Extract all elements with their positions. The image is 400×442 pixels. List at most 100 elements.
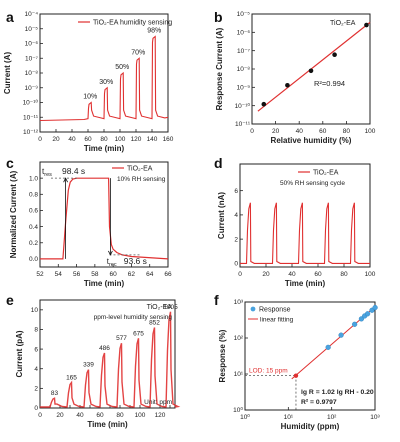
y-tick-label: 0.2: [29, 240, 38, 247]
lod-label: LOD: 15 ppm: [249, 368, 288, 375]
y-tick-label: 10⁻⁸: [237, 66, 251, 73]
x-tick-label: 10⁰: [240, 413, 250, 421]
legend-text: TiO₂-EA humidity sensing: [93, 20, 172, 27]
x-tick-label: 20: [262, 271, 270, 278]
x-tick-label: 40: [296, 128, 304, 135]
panel-d: 0 20 40 60 80 100 0 2 4 6 Time (min) Current (nA) Ti…: [217, 163, 376, 288]
y-tick-label: 10⁻⁷: [237, 48, 251, 55]
y-tick-label: 10⁻¹⁰: [235, 102, 251, 110]
fit-r2: R² = 0.9797: [301, 399, 337, 406]
y-axis-label: Response (%): [218, 329, 227, 382]
y-axis-label: Current (A): [3, 52, 12, 95]
y-tick-label: 0: [234, 261, 238, 268]
y-tick-label: 0.6: [29, 208, 38, 215]
series-line: [40, 177, 169, 260]
x-axis-label: Time (min): [87, 420, 128, 429]
data-point: [325, 344, 331, 350]
lod-point: [293, 373, 299, 378]
y-tick-label: 10⁻⁵: [25, 26, 39, 33]
peak-label: 83: [51, 390, 59, 397]
fit-equation: lg R = 1.02 lg RH - 0.20: [301, 389, 374, 396]
legend-text: TiO₂-EA: [127, 166, 153, 173]
panel-label: e: [6, 292, 14, 308]
x-tick-label: 80: [100, 136, 108, 143]
y-tick-label: 2: [234, 236, 238, 243]
x-tick-label: 0: [250, 128, 254, 135]
peak-label: 70%: [131, 49, 145, 56]
y-tick-label: 6: [234, 188, 238, 195]
x-tick-label: 10³: [370, 414, 380, 421]
t-rec-value: 93.6 s: [124, 256, 147, 266]
plot-frame: [244, 301, 376, 411]
y-tick-label: 4: [234, 212, 238, 219]
panel-e: 0 20 40 60 80 100 120 0 2 4 6 8 10 Time (min) Current …: [15, 299, 181, 429]
t-res-value: 98.4 s: [62, 166, 85, 176]
x-tick-label: 54: [55, 271, 63, 278]
y-tick-label: 10⁻⁸: [25, 70, 39, 77]
data-point: [285, 82, 290, 88]
x-tick-label: 60: [110, 271, 118, 278]
y-tick-label: 0.4: [29, 224, 38, 231]
legend-text: TiO₂-EA: [313, 170, 339, 177]
x-tick-label: 56: [73, 271, 81, 278]
x-tick-label: 10¹: [284, 414, 294, 421]
y-tick-label: 1.0: [29, 175, 38, 182]
x-tick-label: 10²: [327, 414, 337, 421]
x-tick-label: 40: [288, 271, 296, 278]
y-axis-label: Response Current (A): [215, 27, 224, 110]
x-tick-label: 66: [164, 271, 172, 278]
y-tick-label: 10⁻⁶: [25, 41, 39, 48]
x-tick-label: 100: [365, 271, 376, 278]
peak-label: 577: [116, 335, 127, 342]
peak-label: 10%: [83, 94, 97, 101]
x-tick-label: 64: [146, 271, 154, 278]
y-axis-label: Current (pA): [15, 330, 24, 377]
y-axis-label: Normalized Current (A): [9, 170, 18, 258]
data-point: [364, 22, 369, 28]
panel-c: 52 54 56 58 60 62 64 66 0.0 0.2 0.4 0.6 0.8 1.0 Time (…: [9, 161, 172, 288]
data-point: [338, 332, 344, 338]
x-tick-label: 160: [163, 136, 174, 143]
y-tick-label: 10⁻¹¹: [23, 114, 39, 121]
peak-label: 486: [99, 345, 110, 352]
fit-line: [257, 21, 371, 112]
r2-annotation: R²=0.994: [314, 79, 345, 88]
y-tick-label: 10⁰: [233, 406, 243, 414]
y-tick-label: 10⁻⁴: [25, 11, 39, 18]
x-axis-label: Time (min): [285, 279, 326, 288]
t-res-sub: res: [44, 172, 52, 178]
peak-label: 1005: [163, 304, 178, 311]
legend-text: linear fitting: [260, 317, 294, 324]
panel-label: d: [214, 155, 223, 171]
series-line: [240, 202, 370, 264]
peak-label: 852: [149, 319, 160, 326]
x-tick-label: 80: [340, 271, 348, 278]
y-tick-label: 10¹: [234, 371, 244, 378]
x-tick-label: 20: [56, 412, 64, 419]
peak-label: 98%: [147, 27, 161, 34]
panel-label: f: [214, 292, 219, 308]
panel-label: b: [214, 9, 223, 25]
x-tick-label: 100: [115, 136, 126, 143]
panel-label: a: [6, 9, 14, 25]
x-axis-label: Humidity (ppm): [281, 422, 340, 431]
panel-a: 0 20 40 60 80 100 120 140 160 10⁻¹² 10⁻¹¹ 10⁻¹⁰ 10⁻⁹…: [3, 11, 174, 153]
panel-b: 0 20 40 60 80 100 10⁻¹¹ 10⁻¹⁰ 10⁻⁹ 10⁻⁸ 10⁻⁷ 10⁻⁶ 10…: [215, 11, 376, 145]
y-tick-label: 10²: [234, 335, 244, 342]
t-res-label: tres: [42, 167, 52, 178]
series-line: [39, 35, 169, 122]
x-tick-label: 52: [36, 271, 44, 278]
t-rec-label: trec: [107, 257, 117, 268]
peak-label: 165: [66, 374, 77, 381]
y-tick-label: 10⁻⁶: [237, 30, 251, 37]
y-tick-label: 10⁻¹¹: [235, 121, 251, 128]
peak-label: 339: [83, 362, 94, 369]
data-point: [352, 321, 358, 327]
x-axis-label: Relative humidity (%): [271, 136, 352, 145]
x-axis-label: Time (min): [84, 279, 125, 288]
data-point: [365, 311, 371, 317]
y-tick-label: 10³: [234, 299, 244, 306]
panel-label: c: [6, 155, 14, 171]
data-point: [358, 316, 365, 322]
